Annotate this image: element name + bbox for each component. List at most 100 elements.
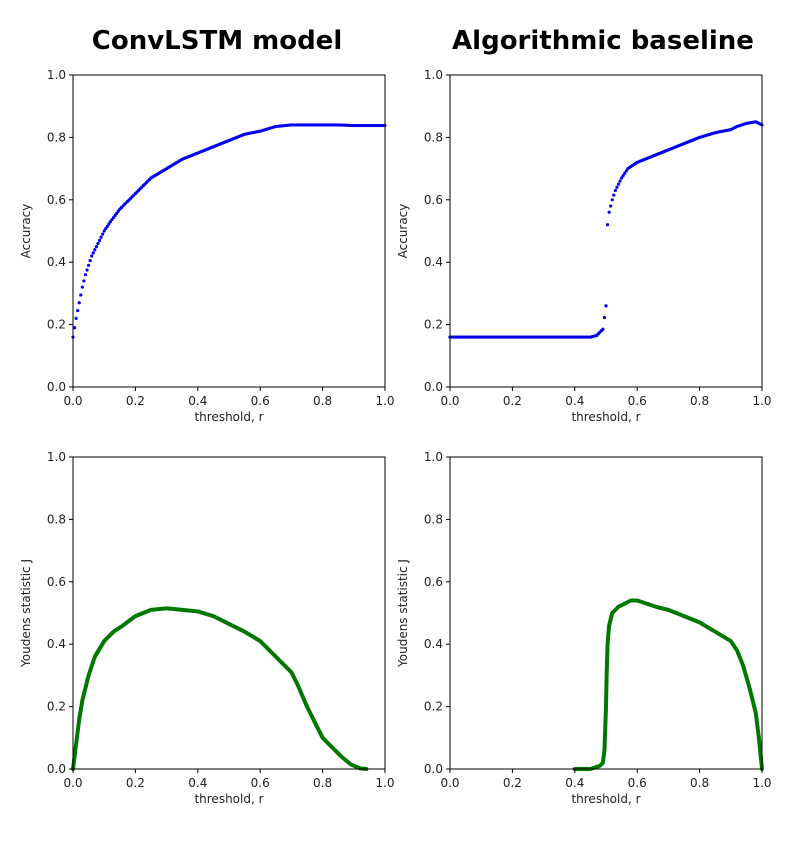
convlstm-youden-ylabel: Youdens statistic J [19,559,33,668]
convlstm-accuracy-point-16 [96,241,100,246]
baseline-accuracy-axes-frame [449,74,763,388]
baseline-accuracy-xtick-label-4: 0.8 [690,394,709,408]
baseline-accuracy-ytick-label-3: 0.6 [424,193,443,207]
baseline-accuracy-point-113 [624,169,628,173]
baseline-youden-xtick-label-4: 0.8 [690,776,709,790]
convlstm-accuracy-point-6 [80,285,84,289]
baseline-accuracy-marks [448,120,764,339]
convlstm-accuracy-xtick-label-3: 0.6 [251,394,270,408]
baseline-accuracy-point-100 [604,304,608,308]
convlstm-youden-ytick-label-1: 0.2 [47,700,66,714]
baseline-youden-xlabel: threshold, r [571,792,640,806]
baseline-accuracy-xtick-label-2: 0.4 [565,394,584,408]
convlstm-accuracy-xtick-label-2: 0.4 [188,394,207,408]
convlstm-accuracy-chart: 0.0 0.2 0.4 0.6 0.8 1.0 0.0 0.2 0.4 0.6 0.8 1.0 thre… [19,68,395,424]
baseline-youden-ytick-label-0: 0.0 [424,762,443,776]
baseline-youden-ytick-label-5: 1.0 [424,450,443,464]
convlstm-accuracy-point-4 [77,301,81,305]
convlstm-youden-xlabel: threshold, r [194,792,263,806]
convlstm-accuracy-xtick-label-4: 0.8 [313,394,332,408]
convlstm-youden-axes-frame [72,456,386,770]
convlstm-youden-xtick-label-4: 0.8 [313,776,332,790]
baseline-accuracy-point-101 [605,223,610,227]
baseline-youden-xtick-label-5: 1.0 [752,776,771,790]
convlstm-youden-marks [71,606,369,771]
baseline-accuracy-xtick-label-0: 0.0 [440,394,459,408]
baseline-youden-ytick-label-1: 0.2 [424,700,443,714]
convlstm-accuracy-ylabel: Accuracy [19,204,33,259]
convlstm-accuracy-ytick-label-4: 0.8 [47,130,66,144]
convlstm-accuracy-xlabel: threshold, r [194,410,263,424]
convlstm-accuracy-point-12 [90,254,94,258]
convlstm-accuracy-ytick-label-3: 0.6 [47,193,66,207]
baseline-youden-series-line [572,598,764,771]
baseline-accuracy-xtick-label-3: 0.6 [628,394,647,408]
convlstm-accuracy-point-8 [83,273,88,277]
baseline-accuracy-point-109 [618,179,622,183]
convlstm-youden-xtick-label-5: 1.0 [375,776,394,790]
convlstm-youden-series-line [71,606,369,771]
baseline-accuracy-point-110 [620,176,624,180]
convlstm-accuracy-point-19 [101,232,105,236]
convlstm-accuracy-point-13 [91,251,95,255]
convlstm-accuracy-point-20 [102,229,106,233]
baseline-accuracy-xlabel: threshold, r [571,410,640,424]
baseline-accuracy-chart: 0.0 0.2 0.4 0.6 0.8 1.0 0.0 0.2 0.4 0.6 0.8 1.0 thre… [396,68,772,424]
baseline-youden-marks [572,598,764,771]
baseline-accuracy-point-112 [623,171,627,175]
convlstm-accuracy-ytick-label-2: 0.4 [47,255,66,269]
baseline-youden-xtick-label-0: 0.0 [440,776,459,790]
convlstm-accuracy-ytick-label-1: 0.2 [47,318,66,332]
baseline-accuracy-point-105 [612,193,616,197]
convlstm-youden-ytick-label-5: 1.0 [47,450,66,464]
convlstm-accuracy-marks [71,123,387,339]
baseline-accuracy-point-111 [621,174,625,178]
baseline-youden-ytick-label-2: 0.4 [424,637,443,651]
convlstm-accuracy-axes-frame [72,74,386,388]
baseline-accuracy-point-107 [615,185,619,189]
convlstm-youden-xtick-label-2: 0.4 [188,776,207,790]
baseline-accuracy-xtick-label-5: 1.0 [752,394,771,408]
convlstm-youden-xtick-label-3: 0.6 [251,776,270,790]
convlstm-accuracy-point-22 [105,224,109,228]
convlstm-accuracy-point-7 [82,279,86,283]
convlstm-accuracy-point-5 [79,293,83,297]
baseline-youden-axes-frame [449,456,763,770]
baseline-accuracy-point-103 [609,204,613,208]
baseline-youden-ytick-label-4: 0.8 [424,512,443,526]
baseline-accuracy-xtick-label-1: 0.2 [503,394,522,408]
convlstm-accuracy-point-10 [87,263,91,267]
convlstm-youden-ytick-label-4: 0.8 [47,512,66,526]
baseline-accuracy-point-106 [613,188,617,193]
baseline-accuracy-ytick-label-4: 0.8 [424,130,443,144]
convlstm-accuracy-point-11 [88,259,92,263]
baseline-youden-xtick-label-1: 0.2 [503,776,522,790]
chart-title-convlstm: ConvLSTM model [91,26,343,56]
baseline-accuracy-point-99 [602,315,607,320]
convlstm-accuracy-point-21 [104,227,108,231]
convlstm-accuracy-point-2 [74,316,78,320]
baseline-accuracy-point-108 [616,182,621,186]
baseline-accuracy-point-104 [610,198,614,202]
convlstm-accuracy-point-9 [85,268,89,272]
convlstm-accuracy-point-14 [93,248,97,252]
baseline-youden-xtick-label-2: 0.4 [565,776,584,790]
convlstm-accuracy-point-23 [107,222,111,226]
baseline-accuracy-ytick-label-0: 0.0 [424,380,443,394]
convlstm-youden-xtick-label-1: 0.2 [126,776,145,790]
convlstm-accuracy-xtick-label-5: 1.0 [375,394,394,408]
baseline-accuracy-ytick-label-2: 0.4 [424,255,443,269]
baseline-youden-ytick-label-3: 0.6 [424,575,443,589]
baseline-accuracy-ylabel: Accuracy [396,204,410,259]
convlstm-accuracy-ytick-label-5: 1.0 [47,68,66,82]
convlstm-accuracy-point-17 [97,238,102,242]
convlstm-accuracy-ytick-label-0: 0.0 [47,380,66,394]
convlstm-accuracy-xtick-label-1: 0.2 [126,394,145,408]
baseline-accuracy-ytick-label-5: 1.0 [424,68,443,82]
baseline-youden-xtick-label-3: 0.6 [628,776,647,790]
baseline-accuracy-point-98 [601,327,605,331]
convlstm-youden-ytick-label-0: 0.0 [47,762,66,776]
convlstm-accuracy-point-18 [99,235,103,239]
convlstm-accuracy-point-3 [76,308,80,313]
